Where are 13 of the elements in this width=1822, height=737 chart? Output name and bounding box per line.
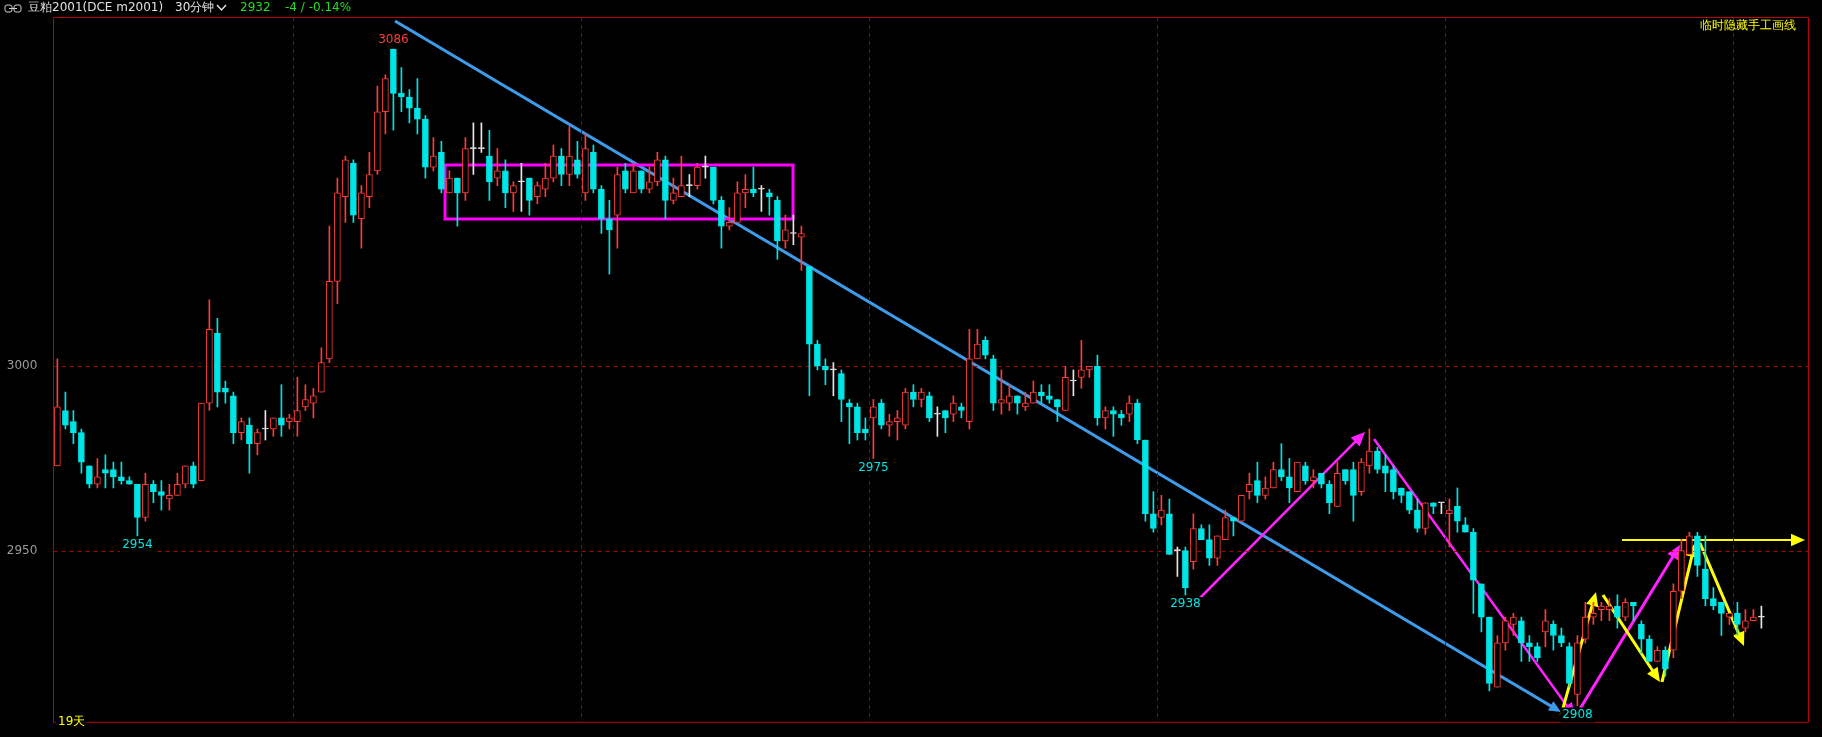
text: -4 / -0.14%: [285, 0, 352, 15]
y-tick-label: 2950: [6, 542, 38, 557]
annotation: 3086: [378, 32, 409, 47]
annotation: 2938: [1170, 596, 1201, 611]
annotation: 2975: [858, 459, 889, 474]
text: 2932: [240, 0, 271, 15]
y-tick-label: 3000: [6, 358, 38, 373]
annotation: 2908: [1562, 706, 1593, 721]
annotation: 19天: [56, 714, 88, 729]
chart-subtitle: 30分钟: [175, 0, 215, 15]
annotation: 临时隐藏手工画线: [1700, 18, 1796, 33]
chart-title: 豆粕2001(DCE m2001): [28, 0, 164, 15]
annotation: 2954: [122, 537, 153, 552]
